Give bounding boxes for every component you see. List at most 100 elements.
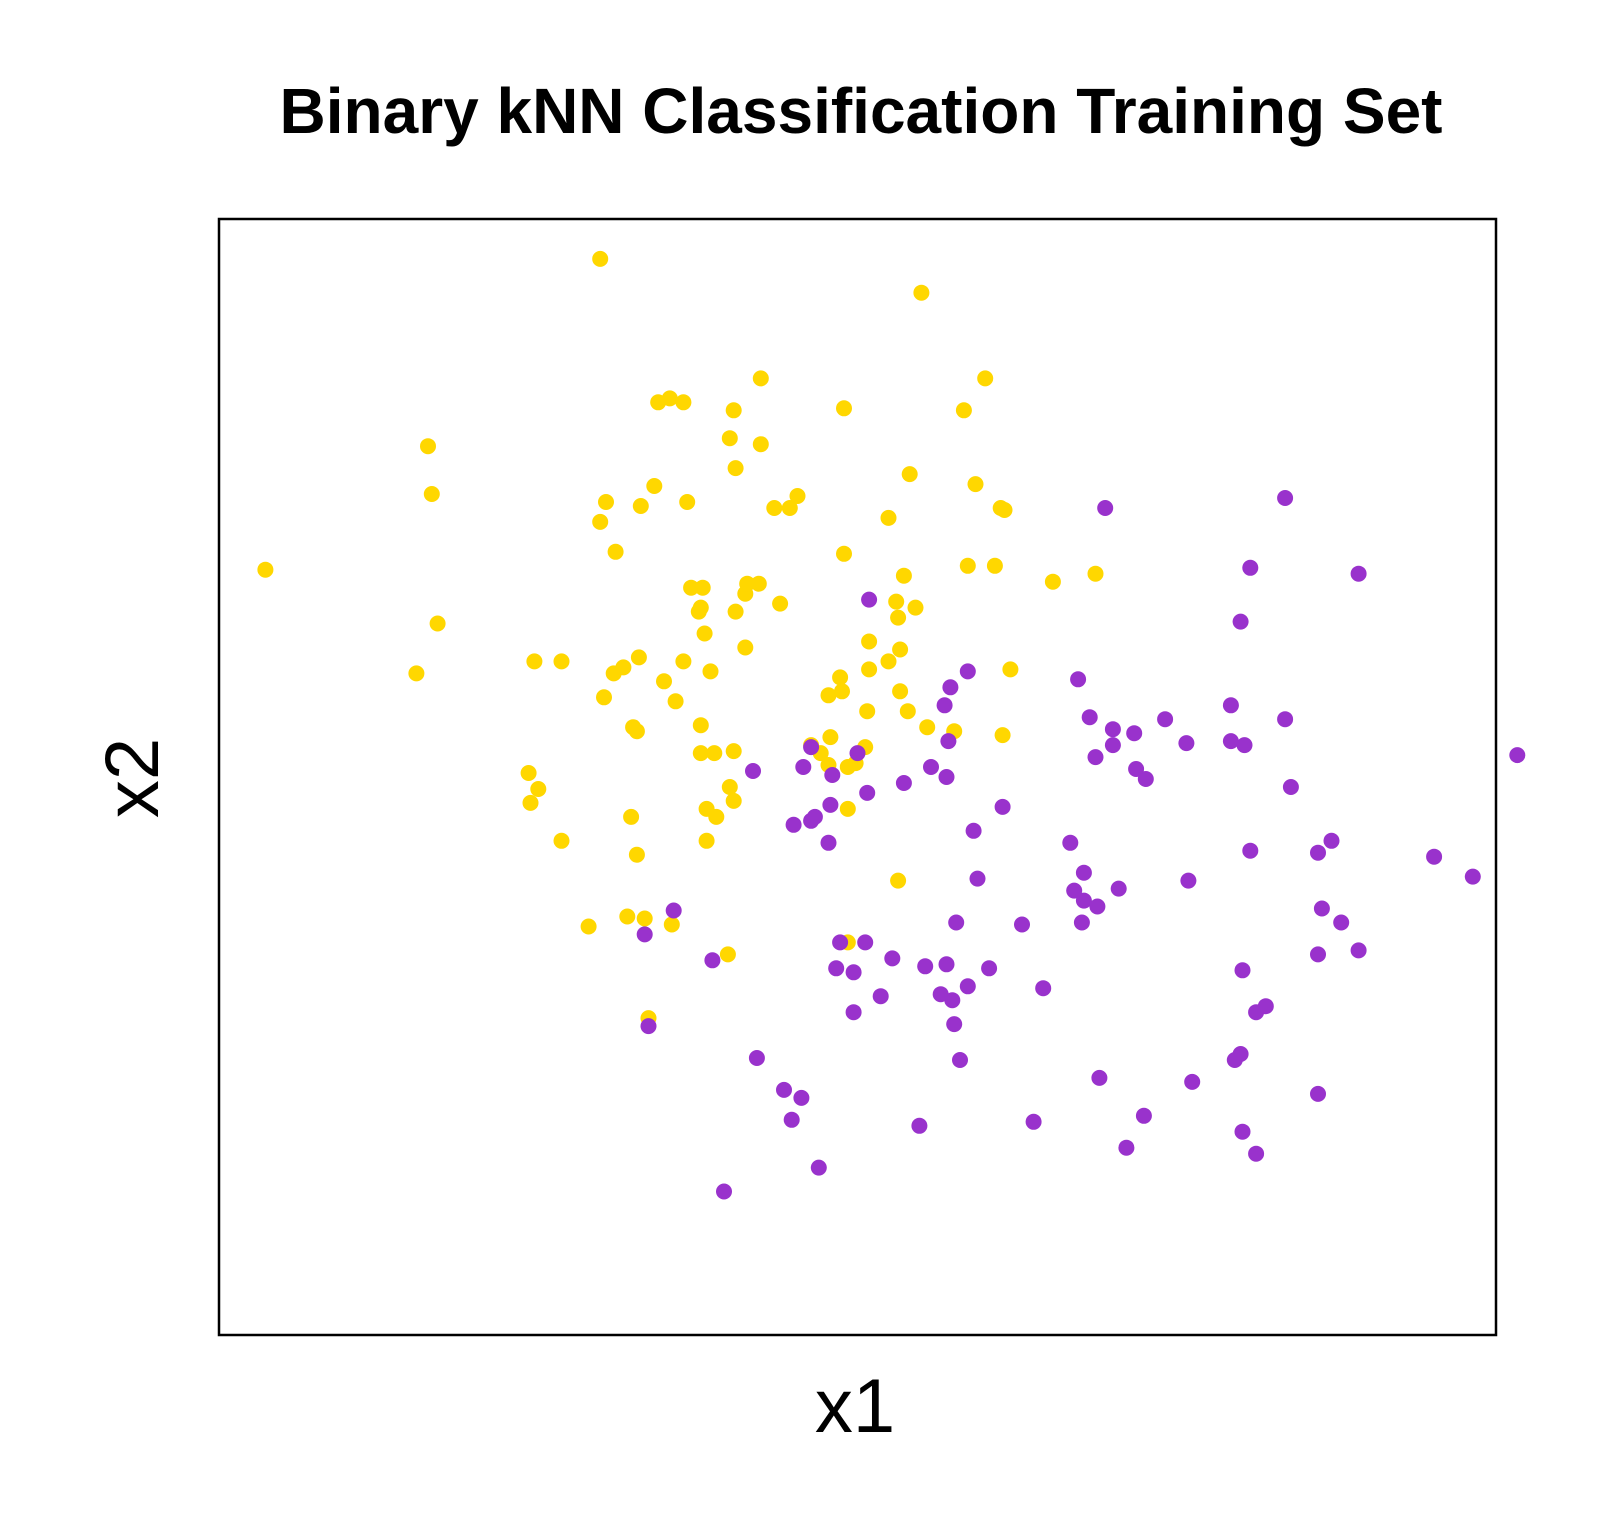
data-point bbox=[704, 952, 721, 969]
data-point bbox=[913, 284, 930, 301]
data-point bbox=[923, 759, 939, 775]
data-point bbox=[806, 808, 823, 825]
data-point bbox=[895, 775, 912, 791]
data-point bbox=[861, 591, 878, 608]
data-point bbox=[640, 1018, 657, 1035]
data-point bbox=[656, 673, 672, 690]
series-1 bbox=[636, 490, 1526, 1200]
data-point bbox=[766, 500, 783, 516]
data-point bbox=[683, 579, 700, 596]
data-point bbox=[596, 689, 612, 706]
data-point bbox=[832, 669, 849, 686]
data-point bbox=[859, 784, 876, 801]
data-point bbox=[580, 918, 597, 935]
data-point bbox=[750, 575, 767, 592]
data-point bbox=[1002, 661, 1019, 678]
data-point bbox=[861, 661, 878, 678]
data-point bbox=[781, 500, 798, 516]
data-point bbox=[423, 486, 440, 502]
data-point bbox=[675, 653, 692, 670]
data-point bbox=[615, 659, 632, 676]
data-point bbox=[824, 767, 841, 783]
data-point bbox=[845, 1004, 862, 1021]
data-point bbox=[820, 687, 837, 704]
data-point bbox=[795, 759, 812, 775]
data-point bbox=[938, 769, 955, 785]
data-point bbox=[944, 992, 961, 1009]
data-point bbox=[1350, 942, 1367, 959]
data-point bbox=[880, 653, 897, 670]
data-point bbox=[1035, 980, 1052, 997]
data-point bbox=[1310, 844, 1326, 861]
data-point bbox=[899, 703, 916, 720]
data-point bbox=[745, 763, 761, 779]
data-point bbox=[1222, 733, 1239, 750]
data-point bbox=[981, 960, 998, 977]
data-point bbox=[623, 808, 640, 825]
data-point bbox=[1089, 898, 1106, 915]
data-point bbox=[969, 870, 986, 887]
data-point bbox=[1509, 747, 1526, 764]
chart-title: Binary kNN Classification Training Set bbox=[280, 75, 1443, 147]
data-point bbox=[526, 653, 543, 670]
data-point bbox=[1333, 914, 1350, 931]
data-point bbox=[1310, 946, 1326, 963]
data-point bbox=[1234, 962, 1251, 979]
data-point bbox=[1234, 1123, 1251, 1140]
data-point bbox=[857, 934, 874, 951]
data-point bbox=[667, 693, 684, 710]
x-axis-label: x1 bbox=[815, 1364, 895, 1449]
data-point bbox=[810, 1159, 827, 1176]
data-point bbox=[892, 641, 909, 658]
data-point bbox=[936, 697, 953, 714]
data-point bbox=[257, 561, 274, 578]
data-point bbox=[859, 703, 876, 720]
data-point bbox=[890, 609, 907, 626]
data-point bbox=[917, 958, 934, 975]
data-point bbox=[959, 663, 976, 680]
data-point bbox=[632, 498, 649, 514]
data-point bbox=[1232, 613, 1249, 630]
data-point bbox=[849, 745, 866, 762]
data-point bbox=[1277, 711, 1294, 728]
data-point bbox=[1014, 916, 1030, 933]
data-point bbox=[698, 832, 715, 849]
data-point bbox=[646, 478, 663, 494]
data-point bbox=[408, 665, 425, 682]
data-point bbox=[895, 567, 912, 584]
data-point bbox=[725, 402, 742, 419]
data-point bbox=[959, 978, 976, 995]
data-point bbox=[940, 733, 957, 750]
data-point bbox=[692, 745, 709, 762]
data-point bbox=[420, 438, 436, 455]
data-point bbox=[776, 1081, 792, 1098]
data-point bbox=[901, 466, 918, 483]
data-point bbox=[1070, 671, 1087, 688]
data-point bbox=[665, 902, 682, 919]
data-point bbox=[1222, 697, 1239, 714]
data-point bbox=[1087, 749, 1104, 766]
data-point bbox=[661, 390, 678, 407]
data-point bbox=[820, 834, 837, 851]
data-point bbox=[721, 779, 738, 795]
data-point bbox=[1081, 709, 1098, 726]
data-point bbox=[861, 633, 878, 650]
data-point bbox=[955, 402, 972, 419]
data-point bbox=[911, 1117, 928, 1134]
data-point bbox=[679, 494, 696, 510]
data-point bbox=[1184, 1073, 1201, 1090]
data-point bbox=[696, 625, 713, 642]
y-axis-label: x2 bbox=[90, 738, 175, 818]
data-point bbox=[946, 1016, 963, 1033]
data-point bbox=[690, 603, 707, 620]
data-point bbox=[892, 683, 909, 700]
data-point bbox=[1126, 725, 1143, 742]
data-point bbox=[1075, 864, 1092, 881]
data-point bbox=[942, 679, 959, 696]
data-point bbox=[725, 743, 742, 760]
data-point bbox=[1178, 735, 1195, 752]
data-point bbox=[1277, 490, 1294, 506]
data-point bbox=[822, 796, 839, 813]
data-point bbox=[822, 729, 839, 746]
